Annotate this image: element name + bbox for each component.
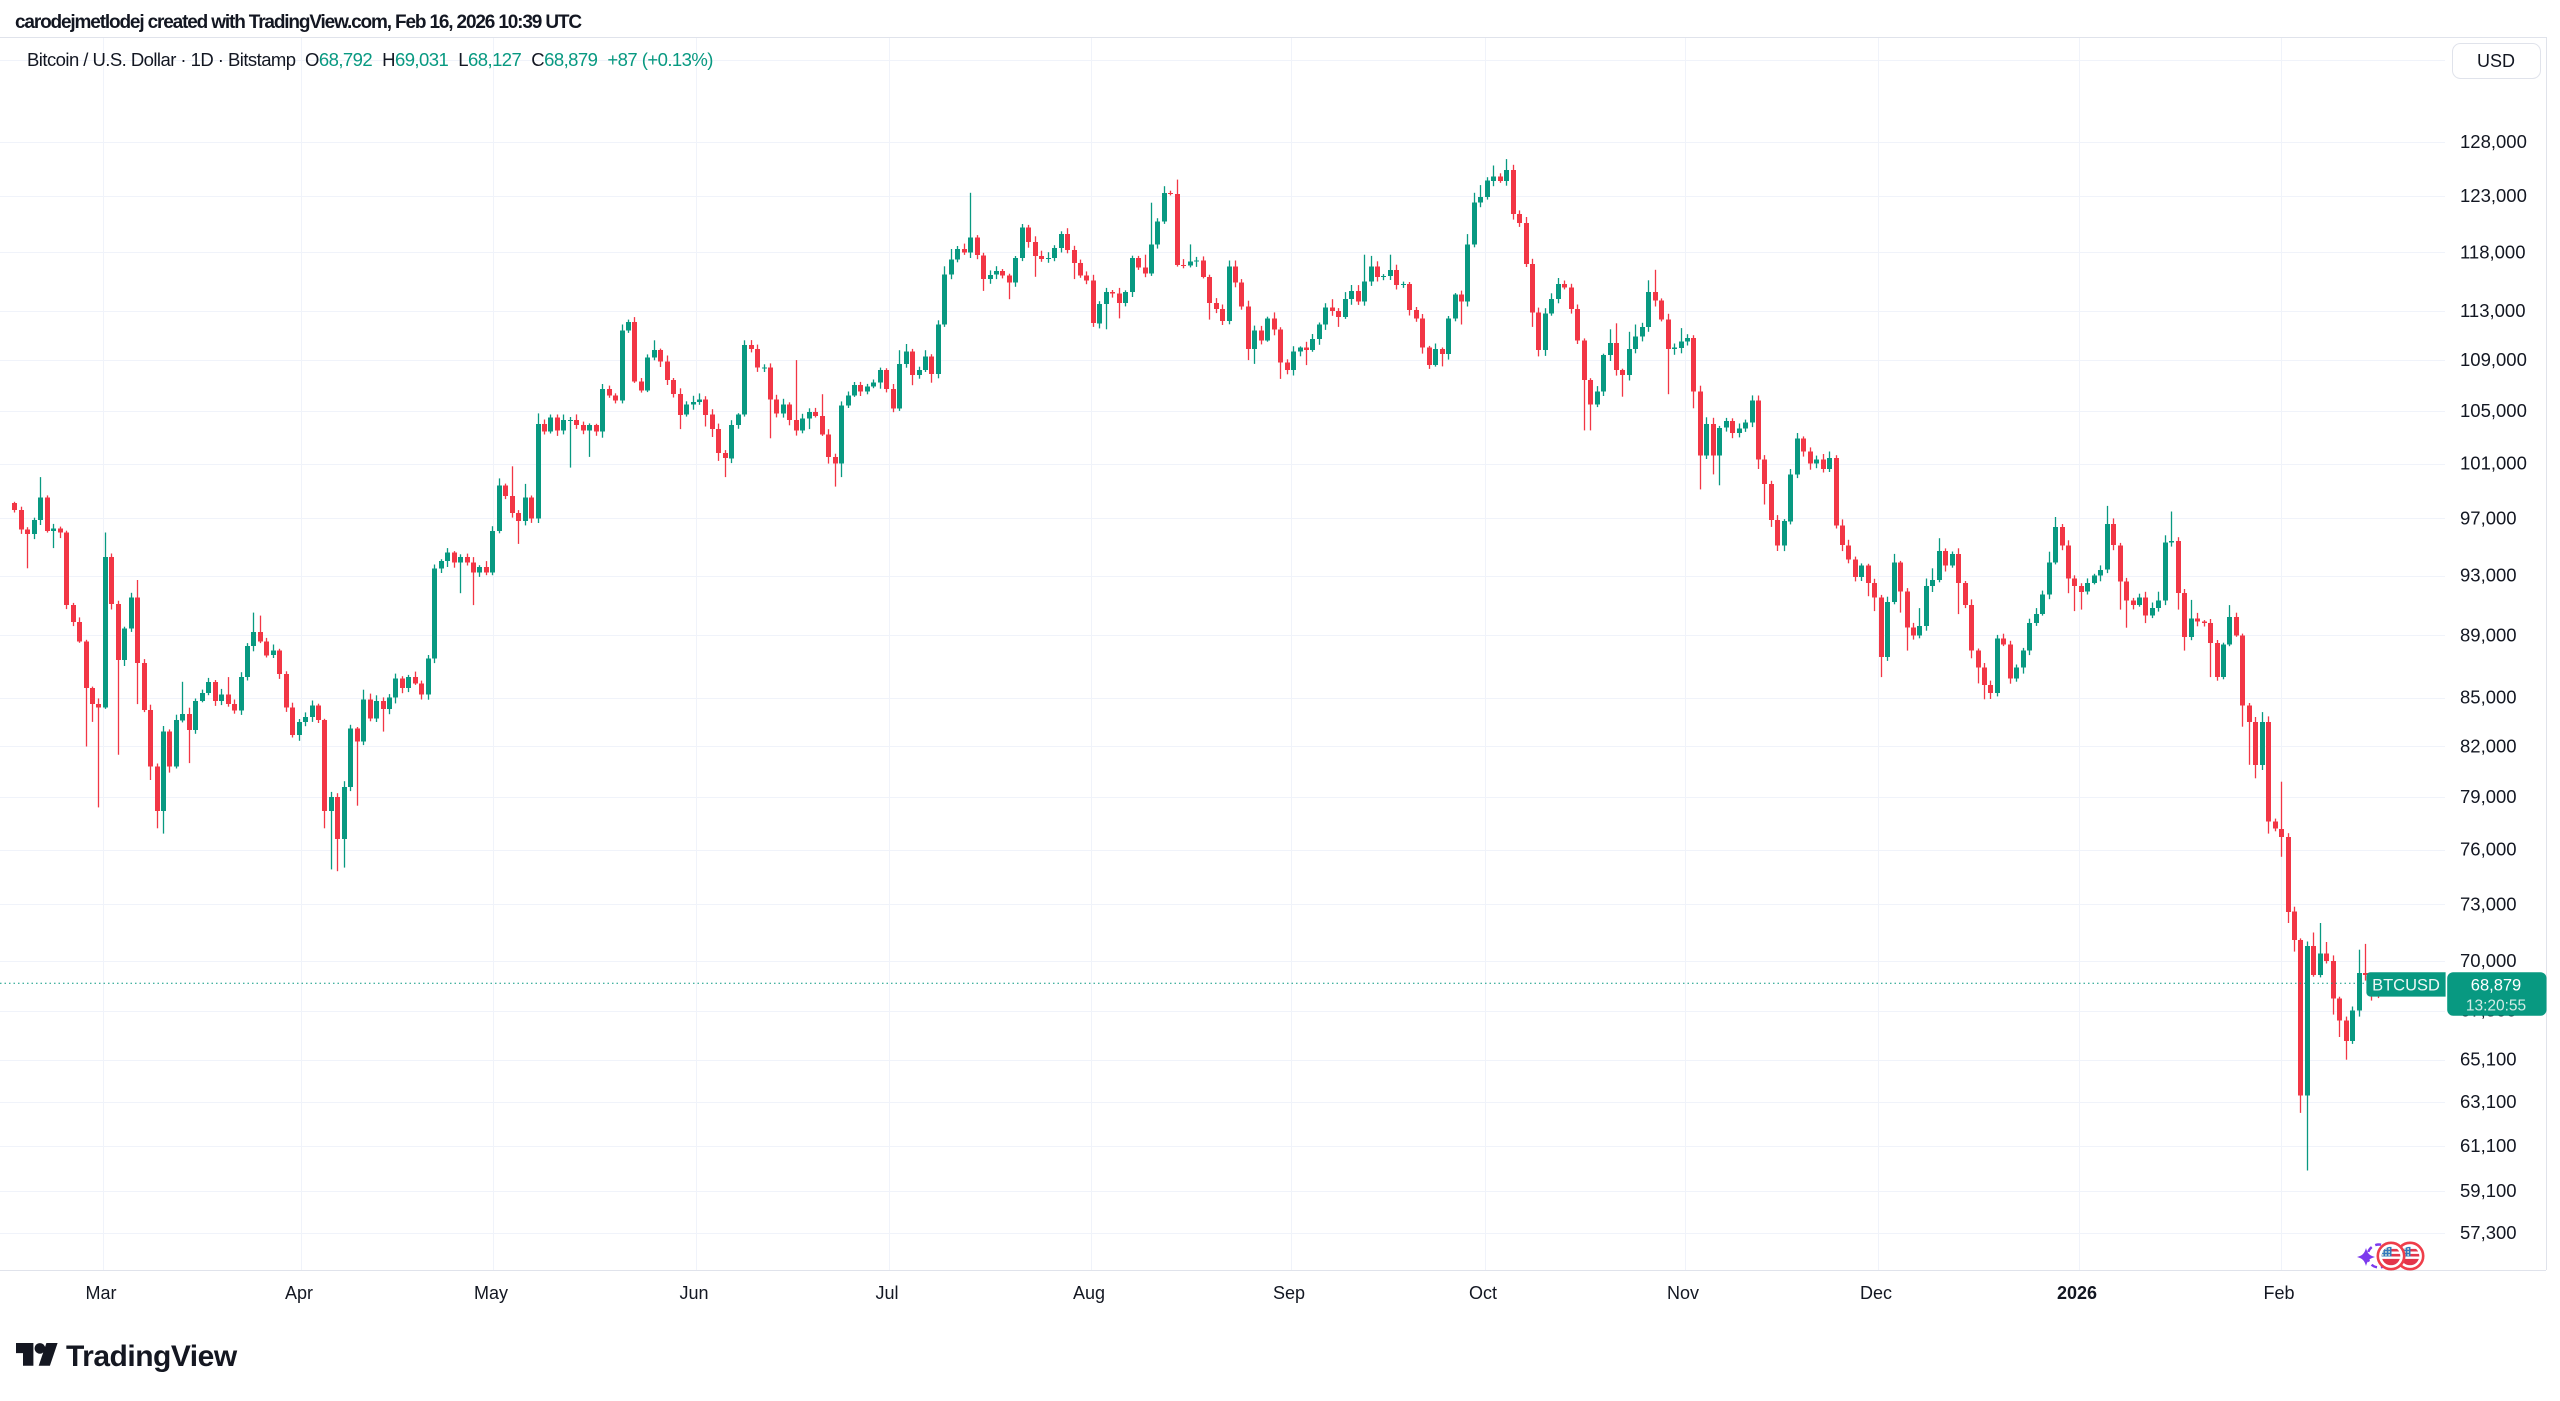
svg-text:2026: 2026 [2057,1283,2097,1303]
svg-text:61,100: 61,100 [2460,1135,2517,1156]
svg-text:Jul: Jul [875,1283,898,1303]
svg-text:BTCUSD: BTCUSD [2372,977,2440,995]
svg-text:Jun: Jun [679,1283,708,1303]
svg-text:USD: USD [2477,51,2515,71]
svg-text:85,000: 85,000 [2460,687,2517,708]
svg-text:Mar: Mar [86,1283,117,1303]
svg-text:109,000: 109,000 [2460,349,2527,370]
svg-text:89,000: 89,000 [2460,624,2517,645]
svg-text:105,000: 105,000 [2460,400,2527,421]
svg-text:123,000: 123,000 [2460,185,2527,206]
svg-text:118,000: 118,000 [2460,241,2526,262]
svg-text:13:20:55: 13:20:55 [2466,998,2526,1015]
svg-text:128,000: 128,000 [2460,131,2527,152]
svg-text:Feb: Feb [2263,1283,2294,1303]
svg-text:101,000: 101,000 [2460,453,2527,474]
svg-text:Nov: Nov [1667,1283,1699,1303]
svg-text:68,879: 68,879 [2471,977,2521,995]
svg-text:May: May [474,1283,508,1303]
svg-text:carodejmetlodej created with T: carodejmetlodej created with TradingView… [15,12,582,33]
svg-text:Oct: Oct [1469,1283,1497,1303]
svg-text:113,000: 113,000 [2460,300,2526,321]
svg-text:82,000: 82,000 [2460,736,2517,757]
svg-text:79,000: 79,000 [2460,786,2517,807]
svg-text:Dec: Dec [1860,1283,1892,1303]
svg-text:TradingView: TradingView [66,1340,238,1373]
svg-text:76,000: 76,000 [2460,839,2517,860]
svg-text:70,000: 70,000 [2460,950,2517,971]
svg-text:65,100: 65,100 [2460,1049,2517,1070]
svg-text:73,000: 73,000 [2460,893,2517,914]
svg-text:Apr: Apr [285,1283,313,1303]
svg-text:97,000: 97,000 [2460,507,2517,528]
svg-text:63,100: 63,100 [2460,1091,2517,1112]
svg-text:57,300: 57,300 [2460,1222,2517,1243]
svg-text:Bitcoin / U.S. Dollar · 1D · B: Bitcoin / U.S. Dollar · 1D · Bitstamp O68… [27,49,713,70]
svg-text:Sep: Sep [1273,1283,1305,1303]
svg-text:93,000: 93,000 [2460,565,2517,586]
svg-text:59,100: 59,100 [2460,1180,2517,1201]
svg-text:Aug: Aug [1073,1283,1105,1303]
